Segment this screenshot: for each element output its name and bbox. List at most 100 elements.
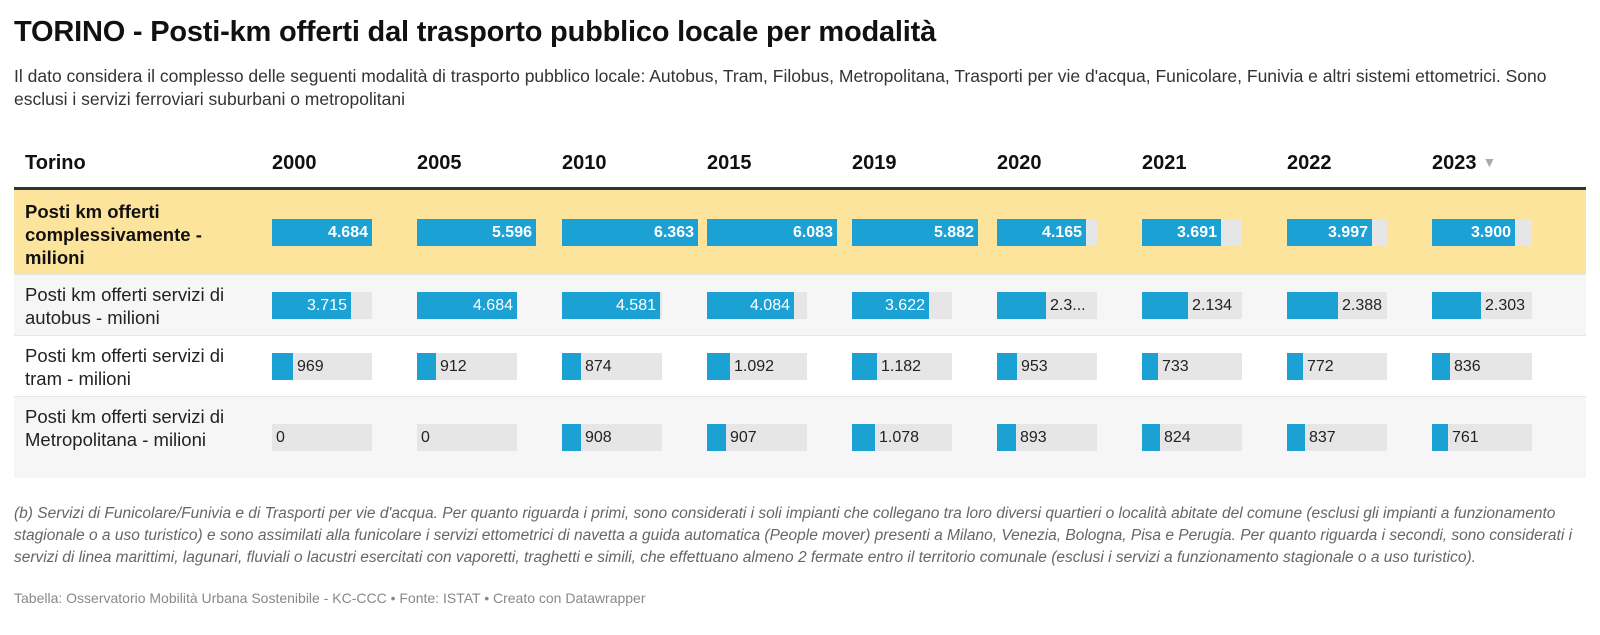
table-row: Posti km offerti servizi di Metropolitan… <box>14 397 1586 478</box>
bar-cell-2010: 6.363 <box>562 219 698 246</box>
column-header-label: 2021 <box>1142 152 1187 174</box>
column-header-2000[interactable]: 2000 <box>272 152 317 175</box>
row-label: Posti km offerti servizi di Metropolitan… <box>25 406 225 450</box>
bar-cell-2021: 733 <box>1142 353 1242 380</box>
value-label: 4.165 <box>1041 224 1082 241</box>
column-header-2023[interactable]: 2023 ▼ <box>1432 152 1496 175</box>
bar-cell-2023: 3.900 <box>1432 219 1532 246</box>
bar-cell-2021: 3.691 <box>1142 219 1242 246</box>
value-label: 0 <box>421 429 430 446</box>
bar-cell-2005: 912 <box>417 353 517 380</box>
value-label: 969 <box>297 358 324 375</box>
bar-cell-2019: 1.182 <box>852 353 952 380</box>
bar-fill <box>562 292 660 319</box>
column-header-2019[interactable]: 2019 <box>852 152 897 175</box>
bar-fill <box>1287 219 1372 246</box>
bar-cell-2022: 837 <box>1287 424 1387 451</box>
bar-cell-2000: 3.715 <box>272 292 372 319</box>
column-header-2010[interactable]: 2010 <box>562 152 607 175</box>
table-header: Torino 2000 2005 2010 2015 2019 2020 2021 2022 2… <box>14 140 1586 190</box>
data-table: Torino 2000 2005 2010 2015 2019 2020 2021 2022 2… <box>14 140 1586 478</box>
column-header-label: 2019 <box>852 152 897 174</box>
value-label: 836 <box>1454 358 1481 375</box>
bar-cell-2021: 2.134 <box>1142 292 1242 319</box>
footnote: (b) Servizi di Funicolare/Funivia e di T… <box>14 505 1573 566</box>
value-label: 874 <box>585 358 612 375</box>
value-label: 908 <box>585 429 612 446</box>
bar-cell-2015: 1.092 <box>707 353 807 380</box>
bar-cell-2023: 2.303 <box>1432 292 1532 319</box>
bar-cell-2020: 4.165 <box>997 219 1097 246</box>
bar-fill <box>272 219 372 246</box>
bar-fill <box>1142 353 1158 380</box>
value-label: 4.084 <box>749 297 790 314</box>
column-header-2021[interactable]: 2021 <box>1142 152 1187 175</box>
bar-cell-2020: 893 <box>997 424 1097 451</box>
value-label: 953 <box>1021 358 1048 375</box>
bar-fill <box>997 292 1046 319</box>
column-header-label: 2023 <box>1432 152 1477 174</box>
bar-fill <box>997 424 1016 451</box>
column-header-label: 2010 <box>562 152 607 174</box>
value-label: 912 <box>440 358 467 375</box>
value-label: 5.596 <box>491 224 532 241</box>
bar-cell-2010: 908 <box>562 424 662 451</box>
bar-cell-2023: 836 <box>1432 353 1532 380</box>
value-label: 1.182 <box>881 358 922 375</box>
bar-fill <box>997 219 1086 246</box>
column-header-label: 2005 <box>417 152 462 174</box>
bar-fill <box>1142 292 1188 319</box>
bar-cell-2021: 824 <box>1142 424 1242 451</box>
column-header-2015[interactable]: 2015 <box>707 152 752 175</box>
table-row: Posti km offerti servizi di tram - milio… <box>14 336 1586 397</box>
bar-cell-2022: 772 <box>1287 353 1387 380</box>
bar-cell-2020: 2.3... <box>997 292 1097 319</box>
bar-cell-2015: 6.083 <box>707 219 837 246</box>
value-label: 2.388 <box>1342 297 1383 314</box>
source-credits: Tabella: Osservatorio Mobilità Urbana So… <box>14 590 646 606</box>
bar-fill <box>562 353 581 380</box>
column-header-2022[interactable]: 2022 <box>1287 152 1332 175</box>
bar-fill <box>417 353 436 380</box>
column-header-label: 2000 <box>272 152 317 174</box>
value-label: 837 <box>1309 429 1336 446</box>
row-label: Posti km offerti servizi di autobus - mi… <box>25 284 225 328</box>
row-label: Posti km offerti servizi di tram - milio… <box>25 345 225 389</box>
bar-fill <box>1432 219 1515 246</box>
bar-fill <box>852 292 929 319</box>
bar-fill <box>562 219 698 246</box>
column-header-2020[interactable]: 2020 <box>997 152 1042 175</box>
bar-cell-2005: 5.596 <box>417 219 536 246</box>
triangle-down-icon[interactable]: ▼ <box>1482 154 1497 170</box>
value-label: 3.715 <box>306 297 347 314</box>
column-header-2005[interactable]: 2005 <box>417 152 462 175</box>
bar-cell-2000: 969 <box>272 353 372 380</box>
bar-cell-2019: 1.078 <box>852 424 952 451</box>
bar-cell-2005: 0 <box>417 424 517 451</box>
value-label: 3.691 <box>1176 224 1217 241</box>
bar-fill <box>1287 292 1338 319</box>
chart-subtitle: Il dato considera il complesso delle seg… <box>14 66 1547 109</box>
bar-fill <box>852 219 978 246</box>
value-label: 733 <box>1162 358 1189 375</box>
bar-fill <box>707 424 726 451</box>
bar-cell-2020: 953 <box>997 353 1097 380</box>
bar-fill <box>1432 353 1450 380</box>
value-label: 761 <box>1452 429 1479 446</box>
bar-fill <box>562 424 581 451</box>
row-label: Posti km offerti complessivamente - mili… <box>25 201 202 268</box>
value-label: 0 <box>276 429 285 446</box>
bar-cell-2005: 4.684 <box>417 292 517 319</box>
bar-fill <box>1432 292 1481 319</box>
value-label: 2.3... <box>1050 297 1086 314</box>
column-header-label: 2020 <box>997 152 1042 174</box>
value-label: 5.882 <box>933 224 974 241</box>
value-label: 2.134 <box>1192 297 1233 314</box>
bar-fill <box>997 353 1017 380</box>
bar-fill <box>707 219 837 246</box>
corner-header: Torino <box>25 152 86 174</box>
column-header-label: 2015 <box>707 152 752 174</box>
value-label: 3.900 <box>1470 224 1511 241</box>
bar-cell-2022: 2.388 <box>1287 292 1387 319</box>
bar-cell-2023: 761 <box>1432 424 1532 451</box>
